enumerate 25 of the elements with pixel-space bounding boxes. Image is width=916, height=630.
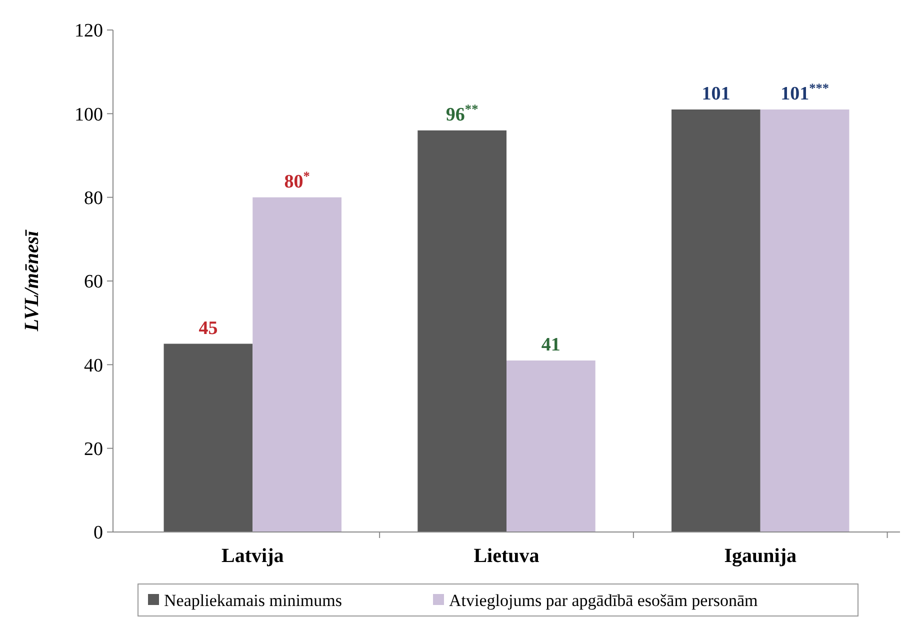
y-tick-label: 40 <box>84 355 103 376</box>
y-tick-label: 100 <box>74 104 103 126</box>
bar <box>672 109 760 532</box>
bar <box>418 130 506 532</box>
bar <box>252 197 342 532</box>
x-tick-label: Igaunija <box>724 545 796 567</box>
y-tick-label: 60 <box>84 272 103 293</box>
x-tick-label: Lietuva <box>474 545 540 567</box>
data-label: 101$^{***}$ <box>780 80 830 104</box>
legend-label: Atvieglojums par apgādībā esošām personām <box>449 590 758 610</box>
y-tick-label: 20 <box>84 438 103 460</box>
y-tick-label: 120 <box>74 20 103 42</box>
bar <box>164 344 253 532</box>
y-axis-title: LVL/mēnesī <box>21 229 43 332</box>
bar <box>760 109 850 532</box>
x-tick-label: Latvija <box>222 545 284 567</box>
y-tick-label: 0 <box>94 522 103 544</box>
data-label: 45 <box>198 318 218 339</box>
legend-label: Neapliekamais minimums <box>164 590 342 610</box>
data-label: 101 <box>702 83 730 104</box>
data-label: 41 <box>541 334 560 356</box>
data-label: 96$^{**}$ <box>446 100 479 126</box>
y-tick-label: 80 <box>84 188 103 209</box>
data-label: 80$^{*}$ <box>284 168 310 192</box>
bar <box>506 360 596 532</box>
